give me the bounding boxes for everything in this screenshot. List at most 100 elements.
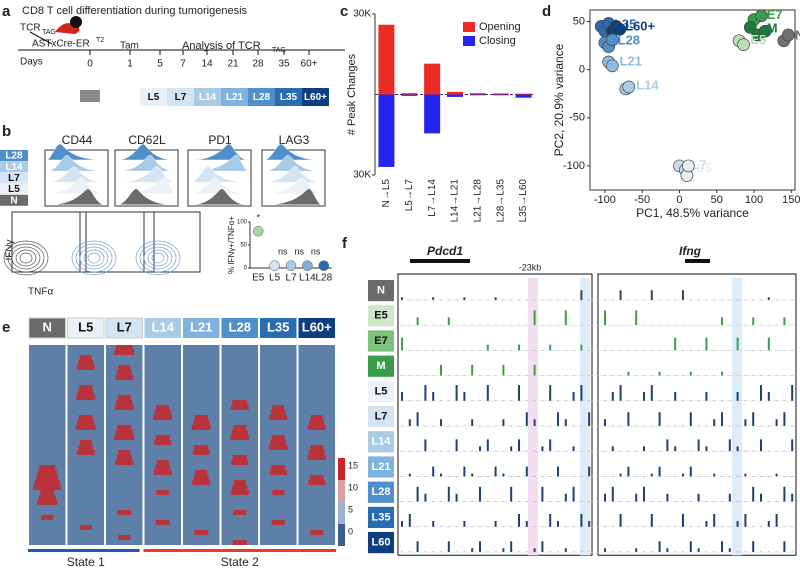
bar [401, 93, 418, 95]
histogram [46, 177, 106, 194]
x-tick-label: L5→L7 [404, 179, 415, 212]
row-box [0, 150, 28, 161]
point [606, 33, 619, 47]
row-box [368, 406, 394, 428]
contour [151, 252, 165, 264]
state-bar [143, 549, 336, 552]
point [737, 38, 750, 52]
y-axis-label: PC2, 20.9% variance [552, 43, 566, 156]
distance-label: -23kb [519, 262, 542, 272]
day-label: 28 [252, 59, 264, 70]
row-label: L28 [5, 151, 23, 162]
x-tick-label: -50 [634, 194, 650, 206]
column-label: L21 [190, 319, 212, 334]
contour [147, 249, 169, 267]
heatmap-band [114, 350, 135, 355]
state-label: State 2 [221, 555, 259, 569]
bar [469, 93, 486, 95]
track-label: E7 [374, 335, 387, 347]
heatmap-band [307, 425, 326, 430]
contour [139, 243, 177, 273]
y-tick-label: -50 [569, 112, 585, 124]
heatmap-band [231, 460, 249, 465]
row-box [368, 280, 394, 302]
stage-box [194, 88, 221, 106]
row-box [368, 532, 394, 554]
heatmap-band [154, 440, 172, 445]
heatmap-band [194, 530, 209, 535]
point [781, 28, 795, 42]
track-label: N [377, 285, 385, 297]
heatmap-band [272, 490, 285, 495]
heatmap-band [307, 455, 327, 460]
heatmap-band [232, 540, 247, 545]
contour [87, 252, 101, 264]
x-tick-label: 150 [782, 194, 800, 206]
row-box [0, 161, 28, 173]
bar [492, 94, 509, 96]
heatmap-band [78, 445, 94, 450]
panel-label: a [2, 3, 11, 20]
heatmap-band [40, 490, 55, 495]
panel-a-title: CD8 T cell differentiation during tumori… [22, 5, 248, 17]
y-tick-label: 100 [237, 220, 248, 226]
point [622, 80, 636, 94]
heatmap-band [194, 415, 208, 420]
bar [401, 94, 418, 96]
histogram [189, 143, 249, 161]
dot [252, 225, 264, 237]
row-box [0, 194, 28, 206]
y-tick-label: 30K [353, 170, 371, 181]
gene-label: Ifng [679, 244, 702, 258]
day-label: 35 [278, 59, 290, 70]
gene-label: Pdcd1 [427, 244, 463, 258]
heatmap-band [232, 455, 247, 460]
gene-model [685, 259, 710, 263]
heatmap-band [117, 510, 132, 515]
column-label: L14 [152, 319, 175, 334]
heatmap-band [233, 480, 246, 485]
colorbar-label: 10 [348, 482, 358, 492]
heatmap-band [36, 475, 59, 480]
bar [447, 94, 463, 97]
colorbar-label: 15 [348, 460, 358, 470]
heatmap-band [308, 480, 326, 485]
heatmap-band [117, 395, 131, 400]
bar [447, 91, 463, 95]
heatmap-band [153, 470, 172, 475]
series-label: M [767, 21, 778, 36]
x-tick-label: L7 [285, 273, 297, 284]
dot [269, 260, 280, 271]
x-tick-label: L5 [269, 273, 281, 284]
heatmap-band [271, 520, 285, 525]
series-label: E7 [767, 7, 783, 22]
heatmap-band [191, 425, 211, 430]
series-label: L60+ [625, 18, 655, 33]
row-box [368, 431, 394, 453]
heatmap-band [232, 485, 248, 490]
heatmap-band [115, 345, 133, 350]
legend-label: Opening [479, 21, 521, 33]
heatmap-band [78, 360, 94, 365]
column-header [298, 318, 335, 338]
heatmap-band [308, 450, 325, 455]
dot [285, 260, 297, 271]
heatmap-band [156, 490, 170, 495]
x-tick-label: 0 [676, 194, 682, 206]
day-label: 21 [227, 59, 239, 70]
x-tick-label: 100 [745, 194, 763, 206]
panel-label: d [542, 3, 551, 20]
histogram-box [261, 149, 326, 207]
day-label: 1 [127, 59, 133, 70]
heatmap-band [77, 420, 95, 425]
heatmap-band [115, 430, 133, 435]
marker-label: CD62L [128, 133, 166, 147]
y-tick-label: 0 [579, 64, 585, 76]
mouse-icon [70, 16, 82, 28]
stage-box [302, 88, 329, 106]
heatmap-band [194, 445, 209, 450]
heatmap-band [269, 415, 288, 420]
heatmap-band [271, 435, 285, 440]
contour [3, 240, 49, 276]
track-label: L60 [372, 537, 391, 549]
